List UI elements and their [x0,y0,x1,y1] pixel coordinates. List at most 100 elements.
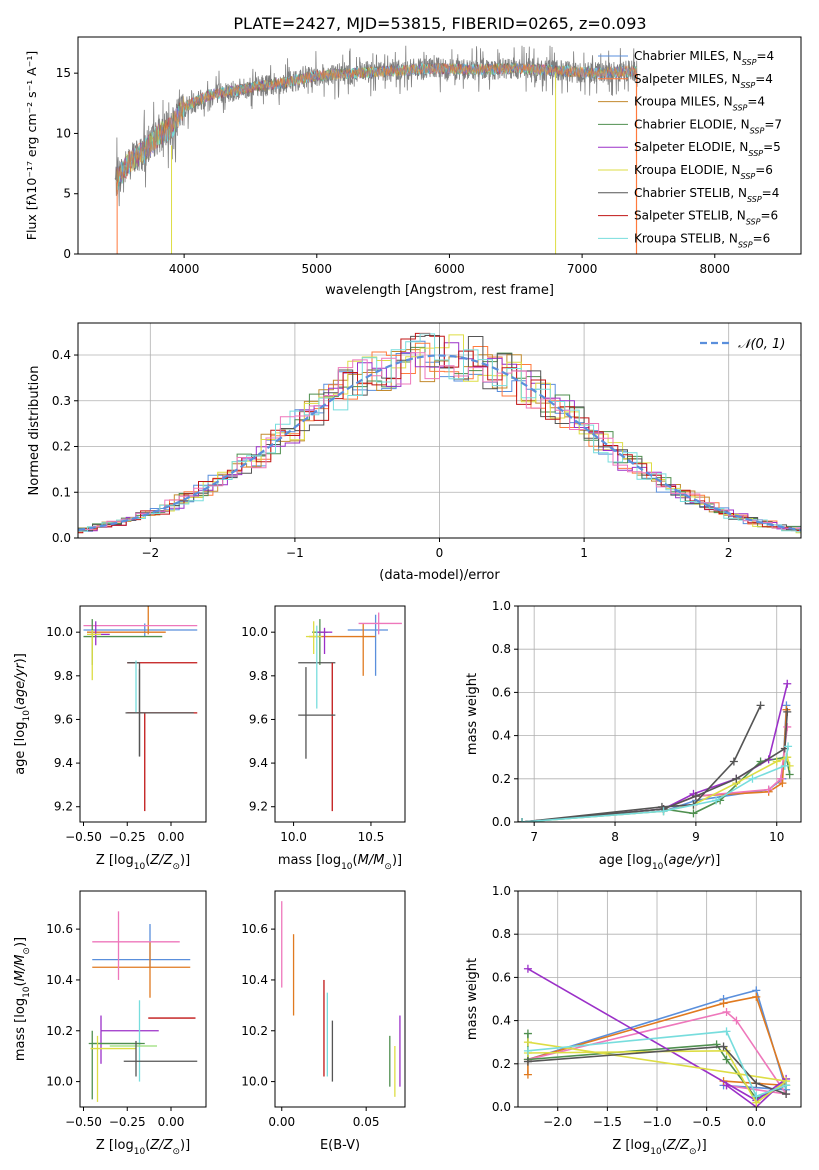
x-tick-label: 6000 [434,262,465,276]
y-tick-label: 10.6 [46,922,73,936]
x-tick-label: −0.50 [65,1115,102,1129]
x-tick-label: 0.00 [158,1115,185,1129]
point-marker [785,770,794,779]
series-line [521,705,788,822]
axes-frame [274,890,406,1108]
histogram-smiles [78,342,801,533]
point-marker [722,1027,731,1036]
plot-area [88,911,198,1102]
y-tick-label: 9.2 [249,800,268,814]
axes-frame [77,36,802,255]
x-tick-label: −1 [286,546,304,560]
series-line [521,705,762,822]
histogram-kstelib [78,333,801,533]
y-tick-label: 0.0 [52,531,71,545]
legend-entry: Salpeter STELIB, NSSP=6 [634,209,778,227]
point-marker [748,774,757,783]
x-tick-label: 10.5 [358,830,385,844]
legend-entry: Chabrier ELODIE, NSSP=7 [634,117,782,135]
series-line [521,683,789,822]
x-tick-label: 0 [436,546,444,560]
x-tick-label: 7 [530,830,538,844]
errorbar-point [90,621,110,646]
axes-frame [274,605,406,823]
x-axis-label: (data-model)/error [379,568,500,583]
x-tick-label: −1.5 [593,1115,622,1129]
errorbar-point [127,662,141,757]
panel-mass_vs_EBV: 0.00 0.05 10.0 10.2 10.4 10.6 E(B-V) [241,890,406,1153]
legend: Chabrier MILES, NSSP=4 Salpeter MILES, NS… [598,49,782,249]
errorbar-point [91,1030,145,1100]
point-marker [523,1029,532,1038]
y-tick-label: 0.6 [492,685,511,699]
x-tick-label: −2 [141,546,159,560]
x-axis-label: age [log10(age/yr)] [599,853,721,872]
point-marker [752,1079,761,1088]
x-tick-label: 2 [725,546,733,560]
point-marker [523,1038,532,1047]
x-axis-label: wavelength [Angstrom, rest frame] [325,283,554,298]
x-axis-label: Z [log10(Z/Z⊙)] [96,1138,190,1157]
errorbar-point [347,614,388,676]
y-tick-label: 9.8 [54,669,73,683]
weight-series [518,679,792,822]
y-tick-label: 10.0 [46,1075,73,1089]
x-tick-label: 8 [611,830,619,844]
x-axis-label: E(B-V) [320,1138,360,1153]
plot-area [518,679,794,822]
y-tick-label: 0.2 [492,772,511,786]
point-marker [523,1057,532,1066]
axes-frame [77,322,802,539]
legend-entry: 𝒩(0, 1) [738,337,785,352]
x-tick-label: 7000 [567,262,598,276]
point-marker [752,1092,761,1101]
series-line [527,1030,787,1098]
y-tick-label: 0.0 [492,815,511,829]
panel-spectrum: 4000 5000 6000 7000 8000 0 5 10 15 wavelength [An… [24,36,802,298]
y-tick-label: 5 [63,187,71,201]
panel-age_vs_mass: 10.0 10.5 9.2 9.4 9.6 9.8 10.0 mass [log10(M/M⊙… [241,605,406,872]
point-marker [752,992,761,1001]
model-kstelib [116,62,637,190]
x-tick-label: 0.00 [268,1115,295,1129]
y-tick-label: 10 [56,126,71,140]
y-tick-label: 9.8 [249,669,268,683]
point-marker [659,807,668,816]
y-tick-label: 9.6 [249,712,268,726]
point-marker [782,1090,791,1099]
panel-age_vs_Z: −0.50 −0.25 0.00 9.2 9.4 9.6 9.8 10.0 Z [log10(Z… [13,605,207,872]
x-tick-label: 0.05 [353,1115,380,1129]
legend-entry: Chabrier MILES, NSSP=4 [634,49,774,67]
y-tick-label: 0.4 [492,1014,511,1028]
errorbar-point [305,621,322,654]
weight-series [518,753,794,822]
errorbar-point [358,612,402,635]
y-tick-label: 0.8 [492,927,511,941]
series-line [521,709,788,822]
point-marker [783,722,792,731]
point-marker [523,964,532,973]
point-marker [764,785,773,794]
errorbar-point [92,941,191,998]
gaussian-curve [78,354,801,532]
model-sstelib [116,62,637,186]
point-marker [523,1070,532,1079]
y-tick-label: 0.2 [492,1057,511,1071]
x-tick-label: 8000 [699,262,730,276]
weight-series [523,1042,791,1099]
model-kelodie [116,62,637,183]
y-tick-label: 10.4 [241,973,268,987]
series-line [521,711,789,822]
point-marker [756,701,765,710]
point-marker [722,1007,731,1016]
y-tick-label: 0.0 [492,1100,511,1114]
weight-series [518,742,793,822]
point-marker [782,1081,791,1090]
panel-residuals: −2 −1 0 1 2 0.0 0.1 0.2 0.3 0.4 𝒩(0, 1) (data-model… [27,322,802,583]
y-axis-label: mass weight [465,958,480,1040]
x-tick-label: 9 [692,830,700,844]
point-marker [722,1081,731,1090]
y-axis-label: mass [log10(M/M⊙)] [13,937,32,1061]
axes-frame [79,605,207,823]
x-tick-label: −0.25 [109,1115,146,1129]
